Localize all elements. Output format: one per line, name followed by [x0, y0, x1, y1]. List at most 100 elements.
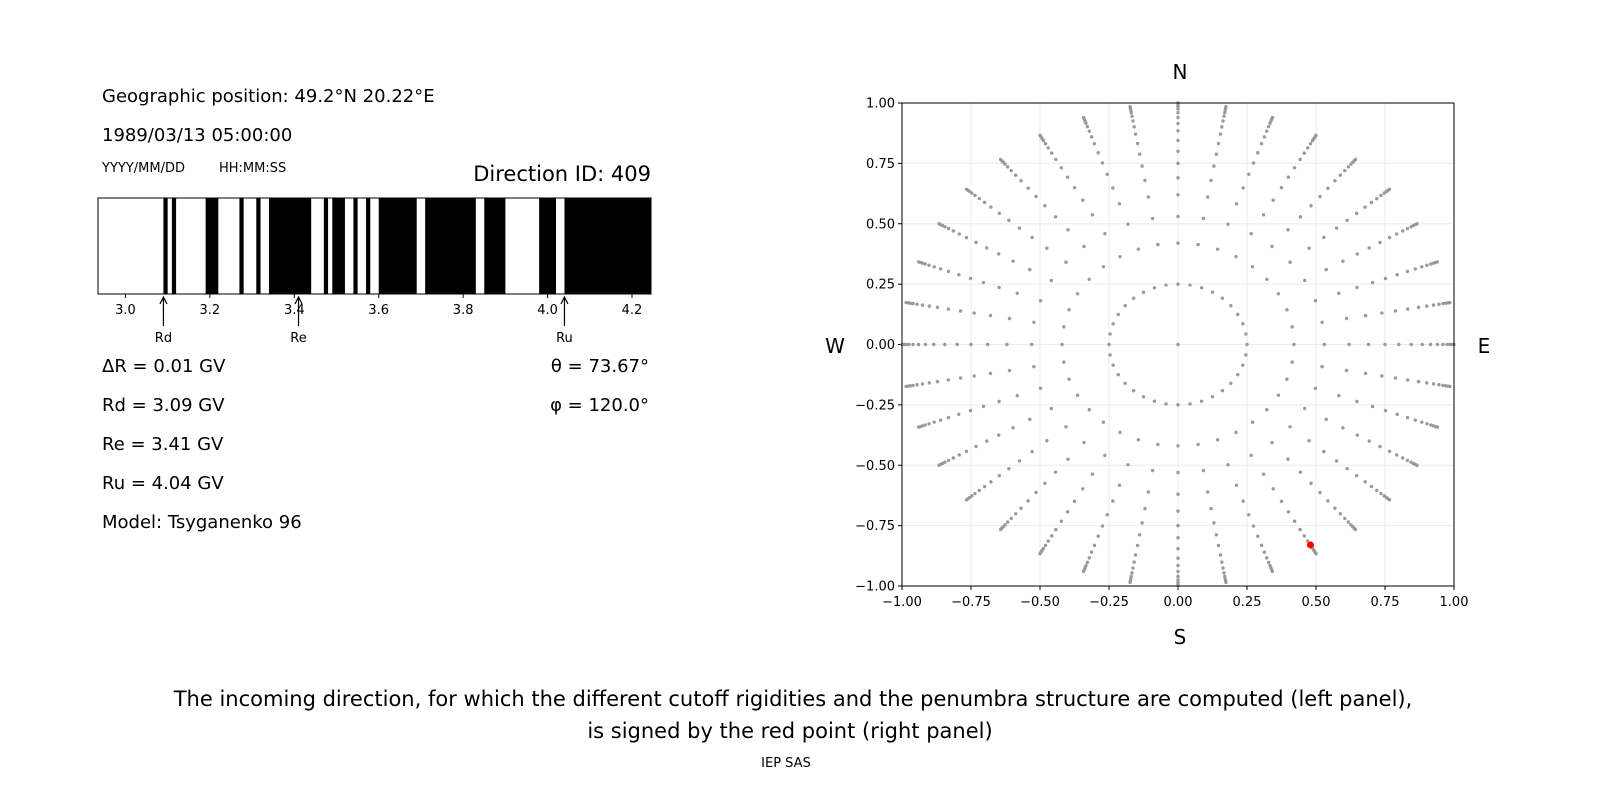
direction-point	[1092, 543, 1097, 548]
direction-point	[1116, 372, 1120, 377]
direction-point	[1123, 381, 1127, 386]
direction-point	[1146, 195, 1150, 199]
direction-point	[1135, 543, 1140, 548]
direction-point	[1302, 406, 1307, 411]
direction-point	[1429, 262, 1433, 266]
direction-point	[1241, 499, 1245, 503]
direction-point	[1270, 244, 1274, 249]
direction-point	[1326, 499, 1330, 503]
direction-point	[1111, 322, 1115, 326]
direction-point	[1176, 282, 1180, 286]
direction-point	[1279, 499, 1284, 504]
direction-point	[1286, 228, 1290, 232]
direction-point	[1355, 399, 1359, 404]
direction-point	[1082, 244, 1086, 249]
direction-point	[1334, 459, 1339, 463]
direction-point	[937, 463, 941, 467]
direction-point	[1176, 115, 1180, 120]
direction-point	[1152, 286, 1157, 290]
direction-point	[1367, 246, 1371, 250]
direction-point	[1028, 267, 1032, 272]
direction-point	[1007, 466, 1011, 471]
direction-point	[1030, 235, 1034, 240]
direction-point	[1126, 463, 1130, 467]
direction-point	[1137, 533, 1142, 537]
direction-point	[916, 425, 921, 429]
direction-point	[904, 384, 908, 389]
direction-point	[1019, 179, 1023, 183]
direction-point	[1276, 393, 1281, 397]
forbidden-band	[268, 198, 312, 294]
direction-point	[997, 433, 1001, 437]
direction-point	[1241, 363, 1245, 367]
direction-point	[1131, 119, 1135, 123]
direction-point	[1009, 516, 1013, 521]
direction-point	[1387, 449, 1392, 454]
direction-point	[1135, 141, 1140, 146]
direction-point	[1441, 383, 1445, 388]
direction-point	[1259, 543, 1264, 548]
x-tick-label: 3.8	[453, 303, 474, 318]
direction-point	[1196, 242, 1200, 247]
direction-point	[1137, 152, 1142, 156]
direction-point	[1286, 510, 1291, 514]
direction-point	[1212, 521, 1216, 525]
direction-point	[1215, 247, 1220, 251]
x-tick-label: 3.2	[200, 303, 221, 318]
direction-point	[1176, 444, 1180, 448]
direction-point	[1087, 277, 1091, 282]
direction-point	[1133, 553, 1138, 557]
direction-point	[951, 229, 956, 233]
direction-point	[1307, 246, 1311, 250]
direction-point	[911, 383, 915, 388]
direction-point	[1224, 580, 1228, 585]
credit: IEP SAS	[761, 756, 811, 771]
direction-point	[1271, 198, 1275, 202]
direction-point	[1416, 305, 1421, 310]
direction-point	[1353, 157, 1358, 162]
direction-point	[1107, 342, 1111, 347]
direction-point	[1206, 490, 1210, 494]
forbidden-band	[539, 198, 557, 294]
direction-point	[1089, 550, 1094, 554]
direction-point	[1322, 449, 1326, 454]
direction-point	[1338, 512, 1343, 516]
direction-point	[1032, 365, 1036, 369]
direction-point	[1265, 407, 1269, 412]
direction-point	[1266, 124, 1271, 129]
direction-point	[1199, 399, 1204, 403]
direction-point	[1176, 546, 1180, 551]
direction-point	[1333, 506, 1337, 510]
direction-point	[1067, 377, 1071, 381]
direction-point	[964, 449, 969, 454]
direction-point	[1188, 402, 1192, 406]
direction-point	[1415, 463, 1419, 467]
direction-point	[1123, 303, 1127, 308]
direction-point	[1437, 383, 1441, 387]
direction-point	[1072, 499, 1077, 504]
direction-point	[927, 263, 931, 267]
direction-point	[1346, 520, 1351, 524]
forbidden-band	[171, 198, 177, 294]
direction-point	[938, 418, 943, 422]
direction-point	[927, 381, 931, 385]
direction-point	[1141, 290, 1146, 294]
direction-point	[1215, 438, 1220, 442]
direction-point	[1196, 442, 1200, 447]
direction-point	[920, 382, 925, 386]
direction-point	[955, 342, 959, 347]
direction-point	[1007, 316, 1012, 321]
direction-point	[1081, 487, 1085, 491]
direction-point	[1265, 129, 1269, 133]
direction-point	[1176, 342, 1180, 347]
direction-point	[997, 211, 1002, 216]
direction-point	[937, 222, 941, 226]
x-tick-label: 3.4	[284, 303, 305, 318]
direction-point	[982, 484, 987, 489]
geographic-position: Geographic position: 49.2°N 20.22°E	[102, 86, 435, 107]
direction-point	[1355, 252, 1359, 256]
direction-point	[1043, 142, 1048, 146]
direction-point	[1176, 492, 1180, 496]
direction-point	[974, 444, 978, 449]
